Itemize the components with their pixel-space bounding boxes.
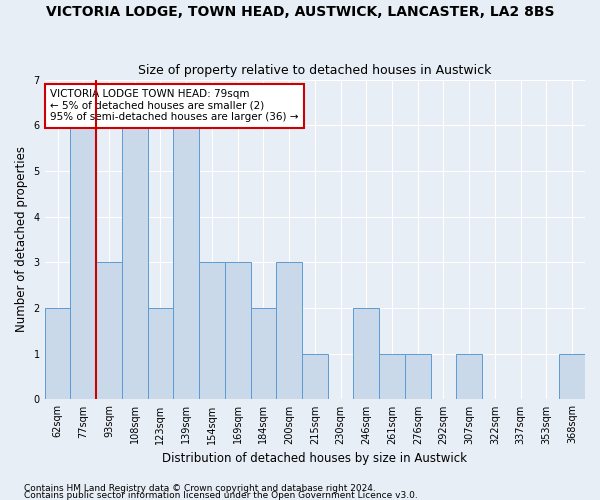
Text: VICTORIA LODGE, TOWN HEAD, AUSTWICK, LANCASTER, LA2 8BS: VICTORIA LODGE, TOWN HEAD, AUSTWICK, LAN…	[46, 5, 554, 19]
Bar	[457, 354, 482, 400]
Bar	[559, 354, 585, 400]
Bar	[353, 308, 379, 400]
Bar	[122, 126, 148, 400]
Bar	[70, 126, 96, 400]
Bar	[251, 308, 276, 400]
Bar	[199, 262, 225, 400]
Bar	[96, 262, 122, 400]
Bar	[302, 354, 328, 400]
Bar	[276, 262, 302, 400]
Bar	[173, 126, 199, 400]
Bar	[405, 354, 431, 400]
Bar	[148, 308, 173, 400]
Text: Contains HM Land Registry data © Crown copyright and database right 2024.: Contains HM Land Registry data © Crown c…	[24, 484, 376, 493]
Bar	[44, 308, 70, 400]
X-axis label: Distribution of detached houses by size in Austwick: Distribution of detached houses by size …	[163, 452, 467, 465]
Text: VICTORIA LODGE TOWN HEAD: 79sqm
← 5% of detached houses are smaller (2)
95% of s: VICTORIA LODGE TOWN HEAD: 79sqm ← 5% of …	[50, 89, 299, 122]
Bar	[379, 354, 405, 400]
Text: Contains public sector information licensed under the Open Government Licence v3: Contains public sector information licen…	[24, 491, 418, 500]
Bar	[225, 262, 251, 400]
Title: Size of property relative to detached houses in Austwick: Size of property relative to detached ho…	[138, 64, 491, 77]
Y-axis label: Number of detached properties: Number of detached properties	[15, 146, 28, 332]
